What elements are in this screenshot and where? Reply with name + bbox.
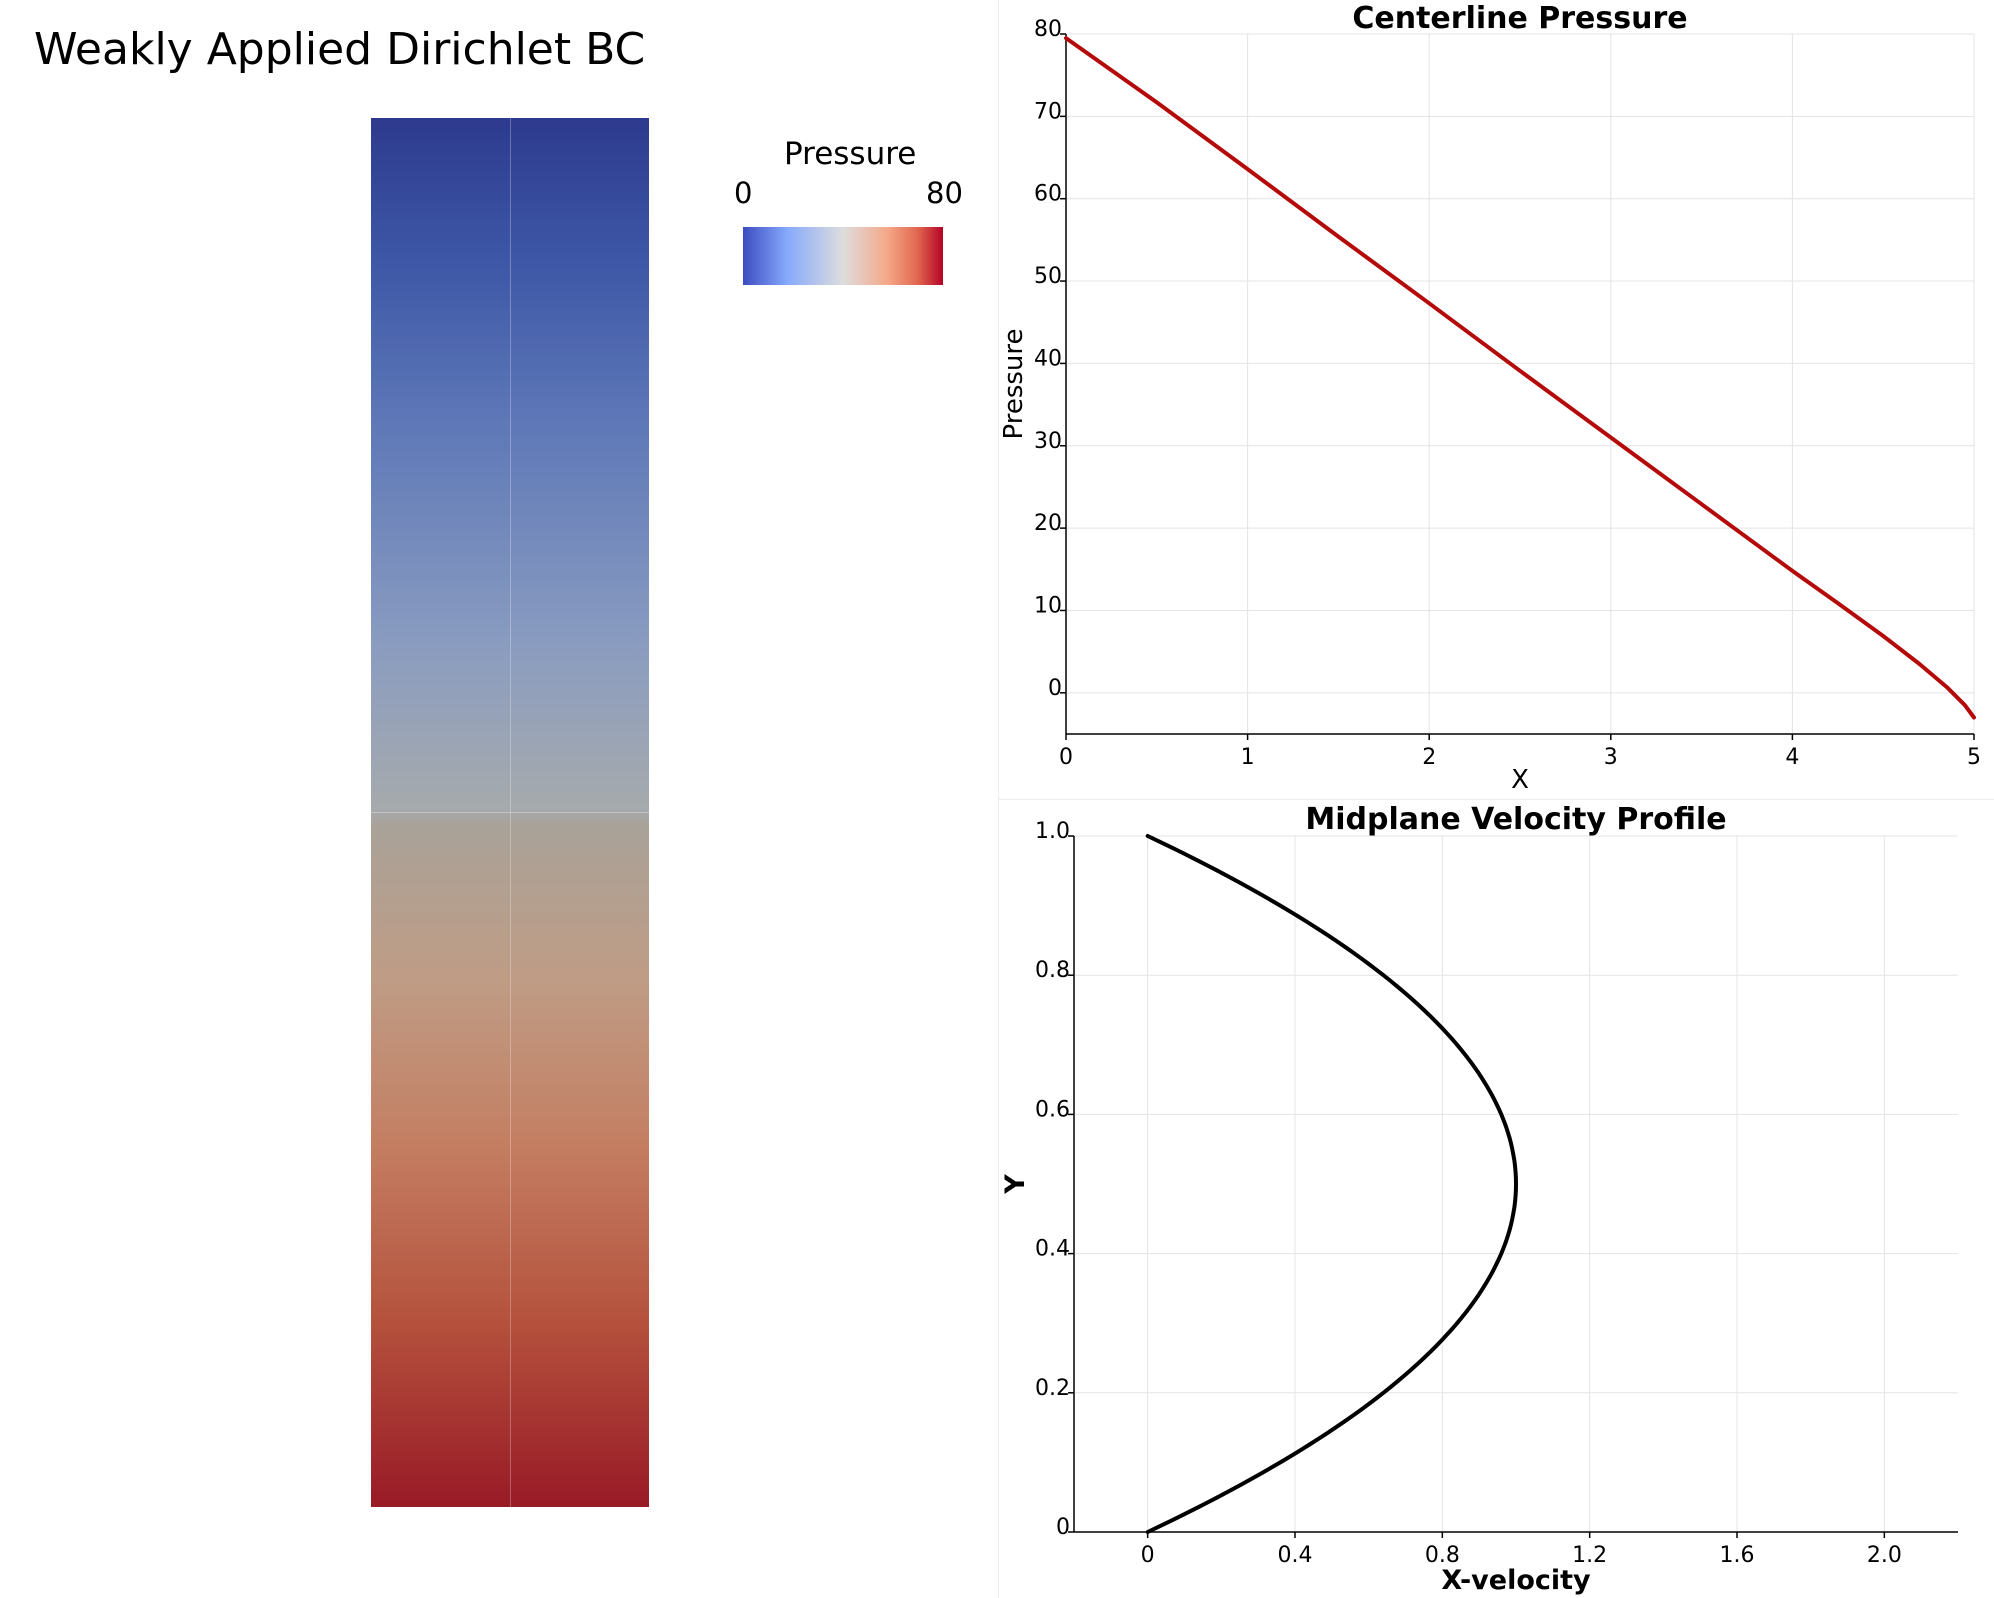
chart2-title: Midplane Velocity Profile <box>1305 802 1726 837</box>
colorbar-title: Pressure <box>784 136 917 172</box>
chart2-x-label: X-velocity <box>1441 1565 1591 1596</box>
chart2-y-label: Y <box>1000 1174 1031 1195</box>
chart1-ytick-label-0: 0 <box>1048 676 1062 701</box>
chart2-series-line-0 <box>1145 834 1518 1534</box>
mesh-seam-vertical <box>510 118 511 1507</box>
chart1-ytick-label-4: 40 <box>1034 346 1062 371</box>
chart1-ytick-label-3: 30 <box>1034 429 1062 454</box>
panel-divider-horizontal <box>998 799 1994 800</box>
chart2-ytick-label-0: 0 <box>1056 1515 1070 1540</box>
chart2-ytick-label-5: 1.0 <box>1035 819 1070 844</box>
chart1-xtick-label-1: 1 <box>1241 745 1255 770</box>
chart2-xtick-label-2: 0.8 <box>1425 1543 1460 1568</box>
chart1-ytick-label-5: 50 <box>1034 264 1062 289</box>
colorbar <box>743 227 943 285</box>
chart1-ytick-label-1: 10 <box>1034 593 1062 618</box>
chart1-x-label: X <box>1511 765 1529 795</box>
chart1-xtick-label-4: 4 <box>1785 745 1799 770</box>
chart1-ytick-label-7: 70 <box>1034 99 1062 124</box>
chart1-xtick-label-3: 3 <box>1604 745 1618 770</box>
chart2-ytick-label-1: 0.2 <box>1035 1376 1070 1401</box>
chart2-ytick-label-3: 0.6 <box>1035 1097 1070 1122</box>
chart1-ytick-label-8: 80 <box>1034 17 1062 42</box>
colorbar-min-label: 0 <box>734 176 753 210</box>
chart1-title: Centerline Pressure <box>1352 1 1687 36</box>
chart1-series-line-0 <box>1064 36 1976 720</box>
chart1-ytick-label-6: 60 <box>1034 182 1062 207</box>
chart1-y-label: Pressure <box>999 328 1029 439</box>
chart2-xtick-label-5: 2.0 <box>1867 1543 1902 1568</box>
chart2-xtick-label-3: 1.2 <box>1572 1543 1607 1568</box>
chart1-xtick-label-2: 2 <box>1422 745 1436 770</box>
chart2-xtick-label-4: 1.6 <box>1720 1543 1755 1568</box>
mesh-seam-horizontal <box>371 812 649 813</box>
colorbar-max-label: 80 <box>926 176 963 210</box>
chart1-xtick-label-0: 0 <box>1059 745 1073 770</box>
pressure-field-plot <box>371 118 649 1507</box>
chart2-ytick-label-4: 0.8 <box>1035 958 1070 983</box>
chart1-ytick-label-2: 20 <box>1034 511 1062 536</box>
figure-title: Weakly Applied Dirichlet BC <box>34 24 646 75</box>
chart2-xtick-label-1: 0.4 <box>1278 1543 1313 1568</box>
chart2-xtick-label-0: 0 <box>1141 1543 1155 1568</box>
chart1-xtick-label-5: 5 <box>1967 745 1981 770</box>
chart2-ytick-label-2: 0.4 <box>1035 1237 1070 1262</box>
